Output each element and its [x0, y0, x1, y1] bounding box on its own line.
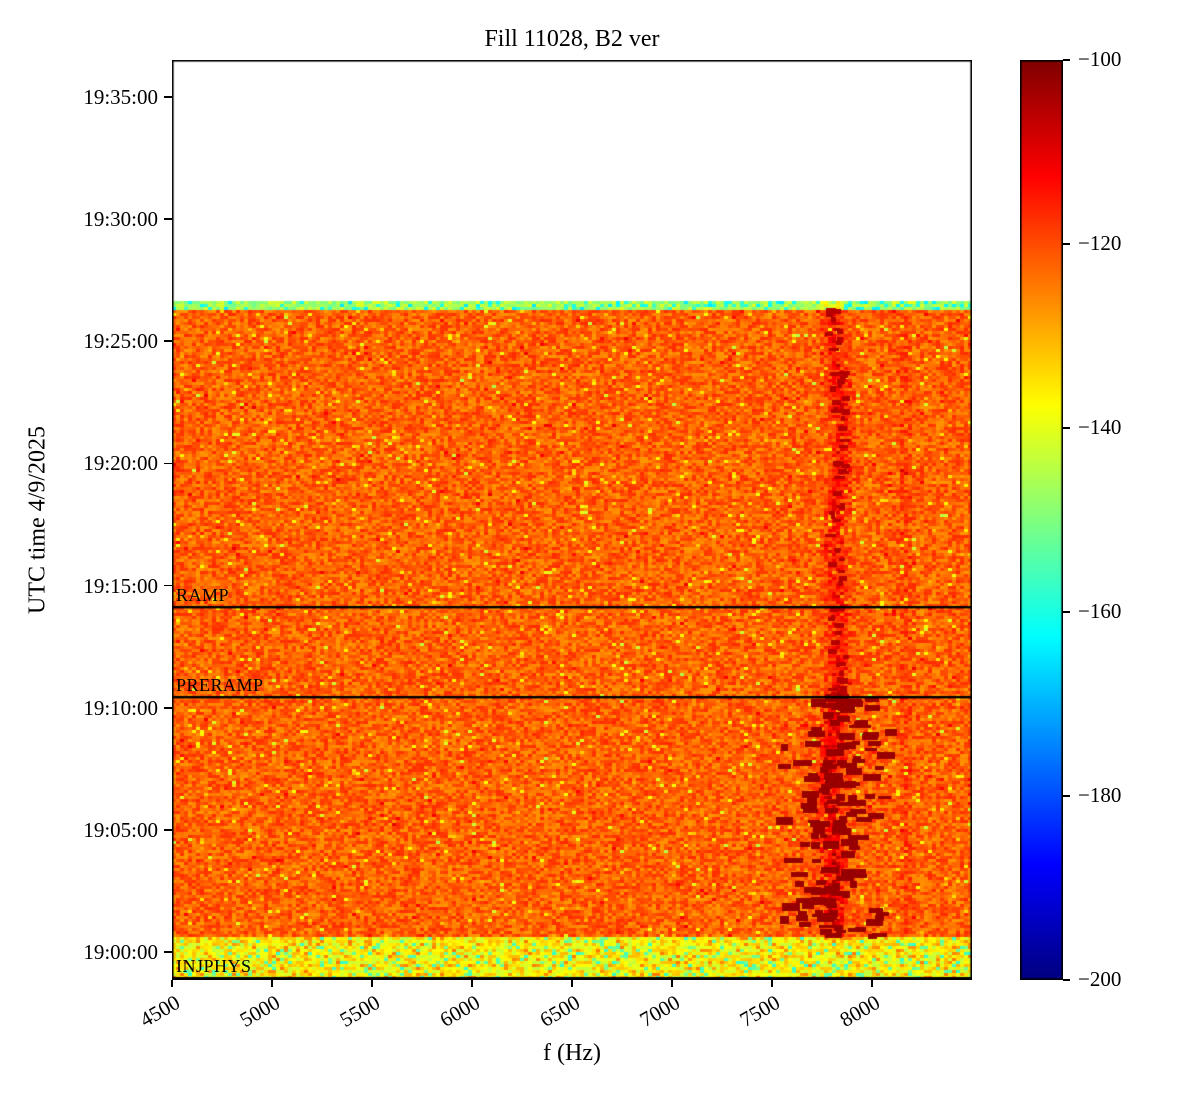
colorbar-tick-mark [1063, 59, 1070, 61]
y-tick-mark [164, 829, 172, 831]
colorbar-tick-mark [1063, 611, 1070, 613]
colorbar-tick-label: −180 [1078, 783, 1122, 807]
x-axis-label: f (Hz) [543, 1040, 601, 1066]
y-tick-mark [164, 706, 172, 709]
x-tick-mark [471, 980, 473, 987]
x-tick-label: 6500 [535, 990, 584, 1032]
x-tick-mark [371, 980, 373, 987]
spectrogram-heatmap [172, 60, 972, 980]
x-tick-mark [571, 980, 573, 987]
y-tick-label: 19:10:00 [83, 695, 158, 720]
y-tick-label: 19:00:00 [83, 940, 158, 964]
y-axis-label: UTC time 4/9/2025 [24, 426, 51, 614]
x-tick-mark [771, 980, 773, 987]
y-tick-label: 19:05:00 [83, 817, 158, 842]
x-tick-mark [171, 980, 173, 987]
x-tick-label: 7000 [635, 990, 684, 1032]
chart-title: Fill 11028, B2 ver [484, 26, 660, 52]
x-tick-label: 7500 [735, 990, 784, 1032]
y-tick-label: 19:25:00 [83, 329, 158, 354]
x-tick-mark [271, 980, 273, 987]
y-tick-mark [164, 584, 172, 587]
y-tick-mark [164, 951, 172, 953]
colorbar-tick-mark [1063, 243, 1070, 245]
colorbar [1020, 60, 1063, 980]
colorbar-tick-label: −200 [1078, 967, 1122, 991]
colorbar-tick-label: −140 [1078, 415, 1122, 439]
colorbar-tick-mark [1063, 795, 1070, 797]
colorbar-tick-mark [1063, 427, 1070, 429]
x-tick-mark [671, 980, 673, 987]
x-tick-label: 5000 [235, 990, 284, 1032]
y-tick-label: 19:35:00 [83, 85, 158, 109]
x-tick-label: 8000 [835, 990, 884, 1032]
x-tick-mark [871, 980, 873, 987]
x-tick-label: 5500 [335, 990, 384, 1032]
y-tick-label: 19:30:00 [83, 207, 158, 232]
y-tick-mark [164, 218, 172, 220]
y-tick-mark [164, 340, 172, 343]
y-tick-mark [164, 462, 172, 465]
colorbar-tick-label: −100 [1078, 47, 1122, 71]
x-tick-label: 4500 [135, 990, 184, 1032]
colorbar-tick-mark [1063, 979, 1070, 981]
y-tick-mark [164, 96, 172, 98]
x-tick-label: 6000 [435, 990, 484, 1032]
colorbar-tick-label: −120 [1078, 231, 1122, 255]
colorbar-tick-label: −160 [1078, 599, 1122, 623]
